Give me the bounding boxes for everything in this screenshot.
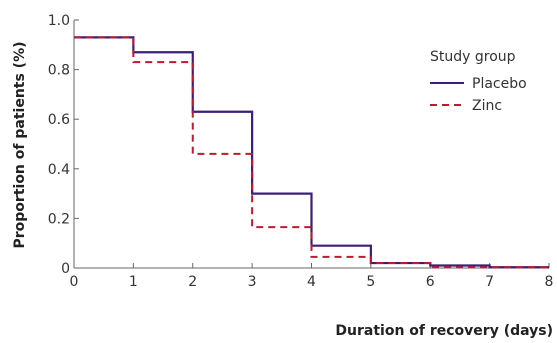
y-tick-label: 0.6 [48, 112, 70, 128]
y-axis-label: Proportion of patients (%) [12, 41, 28, 248]
legend: Study group Placebo Zinc [430, 49, 527, 114]
x-tick-label: 4 [307, 274, 316, 290]
y-tick-label: 1.0 [48, 13, 70, 29]
x-tick-label: 3 [248, 274, 257, 290]
y-tick-label: 0.2 [48, 211, 70, 227]
legend-items: Placebo Zinc [430, 76, 527, 114]
x-tick-label: 7 [485, 274, 494, 290]
series-line-placebo [74, 36, 549, 269]
series-layer [74, 36, 549, 269]
x-tick-label: 5 [366, 274, 375, 290]
x-tick-label: 0 [70, 274, 79, 290]
y-tick-label: 0 [61, 261, 70, 277]
x-tick-label: 1 [129, 274, 138, 290]
legend-label-zinc: Zinc [472, 98, 502, 114]
x-tick-label: 8 [545, 274, 554, 290]
legend-title: Study group [430, 49, 516, 65]
y-ticks: 0 0.2 0.4 0.6 0.8 1.0 [48, 13, 79, 277]
x-tick-label: 2 [188, 274, 197, 290]
y-tick-label: 0.8 [48, 63, 70, 79]
y-tick-label: 0.4 [48, 162, 70, 178]
legend-label-placebo: Placebo [472, 76, 527, 92]
plot-area: 0 1 2 3 4 5 6 7 8 0 0.2 0.4 0.6 0.8 1.0 [48, 13, 554, 290]
x-tick-label: 6 [426, 274, 435, 290]
series-line-zinc [74, 36, 549, 269]
x-ticks: 0 1 2 3 4 5 6 7 8 [70, 263, 554, 290]
x-axis-label: Duration of recovery (days) [335, 323, 553, 339]
